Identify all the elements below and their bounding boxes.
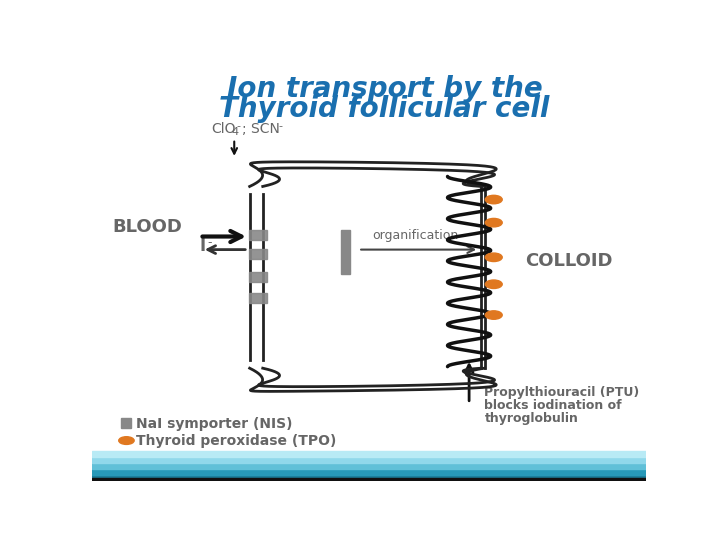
Bar bbox=[341, 230, 350, 274]
Text: 4: 4 bbox=[231, 127, 238, 137]
Ellipse shape bbox=[485, 280, 503, 288]
Text: Thyroid peroxidase (TPO): Thyroid peroxidase (TPO) bbox=[137, 434, 337, 448]
Text: ClO: ClO bbox=[211, 122, 235, 136]
Ellipse shape bbox=[119, 437, 134, 444]
Bar bbox=[92, 475, 647, 481]
Text: COLLOID: COLLOID bbox=[526, 252, 613, 270]
Bar bbox=[249, 272, 267, 282]
Text: Thyroid follicular cell: Thyroid follicular cell bbox=[219, 94, 549, 123]
Bar bbox=[121, 418, 131, 428]
Bar bbox=[92, 451, 647, 457]
Bar bbox=[249, 249, 267, 259]
Bar bbox=[249, 293, 267, 303]
Text: NaI symporter (NIS): NaI symporter (NIS) bbox=[137, 417, 293, 430]
Bar bbox=[249, 230, 267, 240]
Text: ; SCN: ; SCN bbox=[242, 122, 280, 136]
Text: blocks iodination of: blocks iodination of bbox=[485, 399, 622, 411]
Bar bbox=[92, 477, 647, 481]
Text: -: - bbox=[237, 122, 240, 131]
Text: thyroglobulin: thyroglobulin bbox=[485, 411, 578, 425]
Text: I: I bbox=[199, 237, 206, 255]
Bar bbox=[92, 463, 647, 469]
Text: organification: organification bbox=[372, 229, 459, 242]
Text: Ion transport by the: Ion transport by the bbox=[227, 76, 542, 104]
Bar bbox=[92, 469, 647, 475]
Ellipse shape bbox=[485, 195, 503, 204]
Ellipse shape bbox=[485, 311, 503, 319]
Bar bbox=[92, 457, 647, 463]
Text: -: - bbox=[207, 236, 212, 249]
Text: -: - bbox=[278, 122, 282, 131]
Ellipse shape bbox=[485, 218, 503, 227]
Ellipse shape bbox=[485, 253, 503, 261]
Text: BLOOD: BLOOD bbox=[112, 218, 182, 235]
Text: Propylthiouracil (PTU): Propylthiouracil (PTU) bbox=[485, 386, 640, 399]
